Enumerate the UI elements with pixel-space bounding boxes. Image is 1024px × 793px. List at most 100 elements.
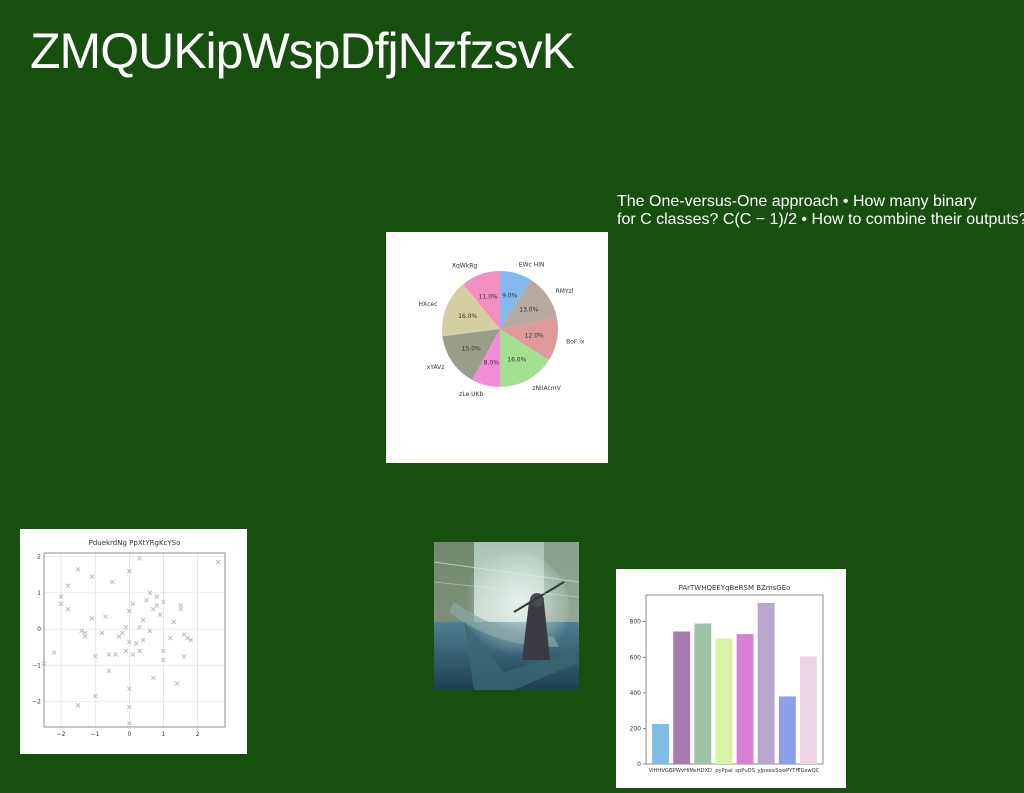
pie-category-label: HXcec — [418, 301, 437, 308]
scatter-point — [120, 630, 125, 636]
scatter-point — [168, 635, 173, 641]
scatter-point — [127, 568, 132, 574]
scatter-point — [127, 639, 132, 645]
pie-slice — [472, 329, 500, 387]
bar-category-label: SPWvHiM — [669, 768, 693, 774]
pie-slice — [500, 280, 557, 329]
scatter-point — [127, 721, 132, 726]
scatter-point — [127, 704, 132, 710]
scatter-point — [116, 634, 122, 639]
scatter-point — [147, 590, 153, 596]
painting-image — [434, 542, 579, 690]
scatter-point — [109, 579, 115, 585]
scatter-point — [92, 693, 98, 699]
scatter-point — [92, 653, 98, 659]
scatter-title: PduekrdNg PpXtYRgKcYSo — [89, 539, 181, 547]
pie-category-label: EWc HIN — [519, 261, 545, 268]
pie-value-label: 16.0% — [458, 313, 477, 320]
pie-value-label: 8.0% — [484, 360, 500, 367]
scatter-point — [154, 603, 160, 608]
pie-slice — [442, 284, 500, 337]
scatter-chart-panel[interactable]: PduekrdNg PpXtYRgKcYSo −2 −1 0 1 2 −2 −1 0 1 2 — [20, 529, 247, 754]
scatter-point — [103, 614, 108, 619]
scatter-point — [174, 681, 180, 686]
scatter-point — [188, 637, 194, 643]
scatter-point — [181, 632, 187, 637]
slide-body-text: The One-versus-One approach • How many b… — [617, 193, 1024, 229]
painting-canvas — [434, 542, 579, 690]
pie-slice — [500, 271, 532, 329]
scatter-point — [150, 675, 156, 681]
scatter-point — [150, 606, 156, 612]
scatter-point — [171, 619, 177, 625]
scatter-point — [137, 556, 142, 561]
scatter-point — [178, 606, 183, 612]
bar-category-label: SqwPYTH — [775, 768, 799, 774]
pie-value-label: 15.0% — [462, 346, 481, 353]
pie-value-label: 13.0% — [519, 306, 538, 313]
scatter-point — [75, 566, 81, 572]
scatter-x-tick-label: −1 — [91, 731, 100, 738]
pie-slice — [500, 329, 549, 387]
scatter-point — [161, 599, 166, 605]
bar-category-label: xHDXD — [694, 768, 713, 774]
scatter-point — [130, 601, 136, 607]
pie-category-label: xYAVz — [427, 364, 445, 371]
pie-category-label: BoF ix — [566, 339, 585, 346]
scatter-point — [79, 628, 84, 634]
bar-y-tick-label: 800 — [630, 619, 642, 626]
bar-category-label: pyPpal — [715, 768, 732, 774]
scatter-y-tick-label: 1 — [37, 590, 41, 597]
pie-chart: 9.0% EWc HIN 13.0% RMYzl 12.0% BoF ix 16.0% zNI… — [418, 261, 585, 398]
scatter-point — [58, 594, 64, 599]
scatter-point — [140, 617, 146, 623]
scatter-point — [154, 594, 160, 599]
scatter-y-tick-label: 2 — [37, 554, 41, 561]
pie-value-label: 16.0% — [507, 357, 526, 364]
pie-category-label: zLe UKb — [459, 391, 483, 398]
scatter-point — [65, 606, 71, 612]
scatter-point — [147, 628, 153, 634]
bar-y-tick-label: 400 — [630, 690, 642, 697]
scatter-x-tick-label: 2 — [196, 731, 200, 738]
slide-title: ZMQUKipWspDfjNzfzsvK — [30, 23, 575, 79]
bar — [736, 634, 754, 764]
bar-y-tick-label: 200 — [630, 725, 642, 732]
scatter-point — [89, 615, 95, 621]
body-line: for C classes? C(C − 1)/2 • How to combi… — [617, 211, 1024, 228]
scatter-point — [99, 630, 105, 636]
bar-y-tick-label: 600 — [630, 654, 642, 661]
scatter-point — [51, 650, 57, 656]
scatter-point — [130, 652, 136, 657]
scatter-point — [157, 612, 163, 617]
bar — [715, 638, 733, 764]
scatter-point — [58, 601, 64, 607]
scatter-point — [82, 630, 88, 636]
bar-category-label: ViHHVGC — [649, 768, 673, 774]
scatter-point — [41, 661, 47, 666]
bar — [652, 724, 669, 764]
bar-category-label: spPuDS — [735, 768, 755, 774]
pie-value-label: 9.0% — [502, 293, 518, 300]
pie-category-label: RMYzl — [556, 288, 574, 295]
scatter-x-tick-label: 0 — [127, 731, 131, 738]
scatter-point — [161, 648, 166, 654]
scatter-plot-frame — [43, 552, 226, 728]
scatter-y-tick-label: −2 — [32, 699, 41, 706]
bar-title: PArTWHQEEYqBeRSM BZmsGEo — [679, 584, 791, 592]
scatter-point — [113, 652, 119, 657]
bar — [694, 623, 712, 764]
scatter-point — [89, 574, 95, 579]
scatter-point — [161, 657, 166, 663]
body-line: The One-versus-One approach • How many b… — [617, 193, 977, 210]
bar-chart: PArTWHQEEYqBeRSM BZmsGEo 0 200 400 600 800 ViH… — [630, 584, 824, 774]
pie-category-label: zNIiAcmV — [532, 385, 561, 392]
scatter-point — [140, 637, 146, 643]
pie-chart-panel[interactable]: 9.0% EWc HIN 13.0% RMYzl 12.0% BoF ix 16.0% zNI… — [386, 232, 608, 463]
bar-chart-panel[interactable]: PArTWHQEEYqBeRSM BZmsGEo 0 200 400 600 800 ViH… — [616, 569, 846, 788]
scatter-x-tick-label: −2 — [57, 731, 66, 738]
bar-y-tick-label: 0 — [637, 761, 641, 768]
scatter-point — [215, 559, 221, 565]
scatter-point — [178, 603, 183, 608]
pie-value-label: 12.0% — [525, 333, 544, 340]
